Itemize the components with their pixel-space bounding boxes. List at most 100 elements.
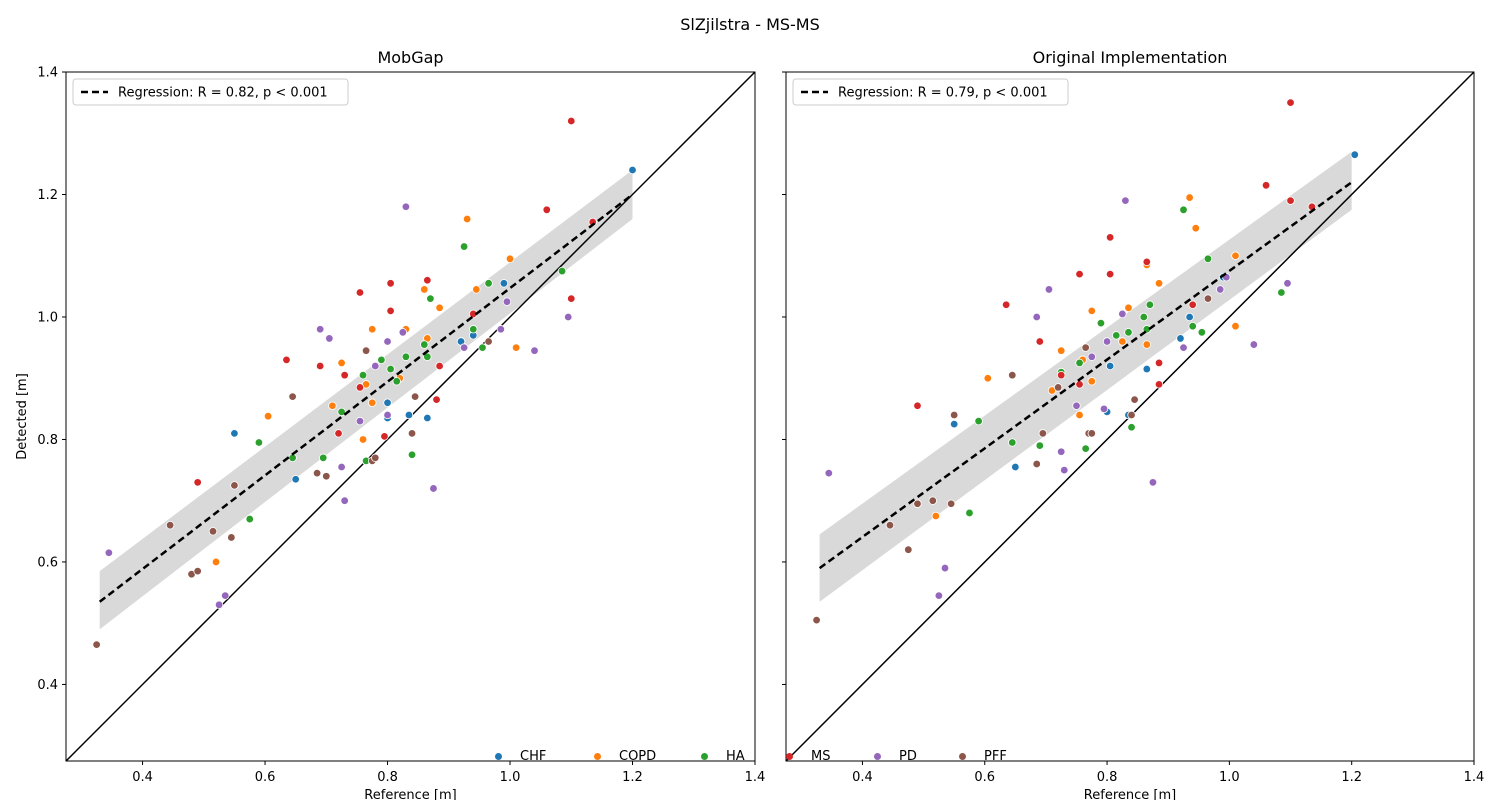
legend-marker-pd [874, 752, 881, 760]
data-point-pd [340, 496, 349, 505]
data-point-pd [1044, 285, 1054, 294]
data-point-copd [1118, 337, 1127, 346]
data-point-ms [432, 395, 441, 404]
legend-item-ms: MS [786, 749, 830, 764]
y-tick-label: 1.2 [37, 188, 58, 203]
data-point-copd [1124, 303, 1133, 312]
series-pff [92, 337, 493, 649]
data-point-pff [484, 337, 493, 346]
y-tick-label: 1.4 [37, 66, 58, 81]
data-point-ms [1286, 98, 1295, 107]
data-point-ha [1008, 438, 1017, 447]
data-point-copd [931, 511, 941, 521]
data-point-copd [511, 343, 521, 352]
data-point-copd [1056, 346, 1066, 355]
data-point-ms [282, 355, 291, 365]
data-point-pd [1060, 465, 1069, 475]
data-point-ms [334, 429, 343, 438]
data-point-chf [404, 410, 414, 420]
data-point-pff [1081, 343, 1090, 352]
y-tick-label: 0.6 [37, 555, 58, 570]
data-point-pff [1087, 429, 1096, 438]
data-point-pd [530, 346, 539, 355]
data-point-pff [1130, 395, 1139, 404]
data-point-copd [1191, 223, 1200, 233]
data-point-pd [1148, 478, 1158, 487]
data-point-pff [361, 346, 371, 355]
data-point-ha [1124, 328, 1133, 337]
x-tick-label: 0.4 [852, 770, 873, 785]
data-point-pd [429, 484, 438, 493]
data-point-pd [371, 361, 380, 371]
data-point-chf [383, 398, 392, 407]
data-point-copd [328, 401, 337, 410]
data-point-pd [496, 325, 506, 334]
series-pff [812, 294, 1213, 625]
data-point-copd [1185, 193, 1194, 202]
data-point-copd [435, 303, 444, 312]
series-ha [965, 205, 1286, 518]
data-point-ms [1075, 380, 1084, 389]
data-point-ha [1188, 321, 1197, 331]
data-point-chf [1011, 462, 1020, 472]
data-point-ms [1035, 337, 1044, 346]
data-point-copd [1087, 377, 1096, 386]
data-point-ms [1154, 380, 1164, 389]
data-point-pd [459, 343, 469, 352]
series-ha [245, 242, 567, 524]
data-point-ha [319, 453, 328, 463]
data-point-ms [386, 279, 395, 288]
data-point-copd [983, 374, 993, 383]
data-point-pff [1053, 383, 1063, 392]
data-point-ha [377, 355, 386, 365]
x-tick-label: 1.2 [1341, 770, 1362, 785]
regression-legend-box [792, 78, 1069, 106]
data-point-pd [1118, 309, 1127, 319]
data-point-pff [949, 410, 959, 420]
data-point-chf [499, 279, 509, 288]
legend-item-pd: PD [874, 749, 917, 764]
data-point-pff [928, 496, 937, 505]
plot-area [66, 72, 755, 761]
y-tick-label: 0.4 [37, 678, 58, 693]
data-point-pff [193, 566, 202, 576]
data-point-ms [423, 276, 432, 285]
data-point-pff [885, 521, 895, 530]
data-point-chf [628, 165, 637, 175]
legend-item-ha: HA [701, 749, 745, 764]
data-point-pff [1038, 429, 1048, 438]
series-pd [824, 196, 1292, 600]
data-point-pd [1099, 404, 1109, 414]
panel-title: MobGap [377, 48, 443, 67]
data-point-ha [1203, 254, 1213, 263]
data-point-copd [358, 435, 368, 444]
data-point-pff [812, 615, 821, 625]
data-point-ms [542, 205, 551, 214]
data-point-ha [407, 450, 417, 459]
data-point-copd [1231, 321, 1240, 331]
data-point-ha [1112, 331, 1121, 340]
data-point-ms [1105, 269, 1115, 279]
figure-suptitle: SlZjilstra - MS-MS [680, 15, 820, 34]
data-point-pff [371, 453, 380, 463]
series-ms [193, 116, 597, 487]
data-point-ha [420, 340, 429, 349]
data-point-copd [1142, 340, 1152, 349]
data-point-copd [1087, 306, 1096, 316]
data-point-pff [407, 429, 417, 438]
x-tick-label: 1.0 [500, 770, 521, 785]
data-point-ms [386, 306, 395, 316]
data-point-ha [426, 294, 435, 303]
regression-legend: Regression: R = 0.82, p < 0.001 [72, 78, 349, 106]
x-tick-label: 0.8 [377, 770, 398, 785]
data-point-ha [1096, 318, 1106, 328]
data-point-chf [949, 419, 959, 429]
legend-item-pff: PFF [959, 749, 1007, 764]
data-point-pff [288, 392, 297, 401]
data-point-copd [1154, 279, 1164, 288]
data-point-copd [462, 214, 472, 224]
data-point-ha [423, 352, 432, 361]
data-point-ms [380, 432, 389, 441]
data-point-ms [1105, 233, 1115, 242]
confidence-band [819, 151, 1352, 602]
